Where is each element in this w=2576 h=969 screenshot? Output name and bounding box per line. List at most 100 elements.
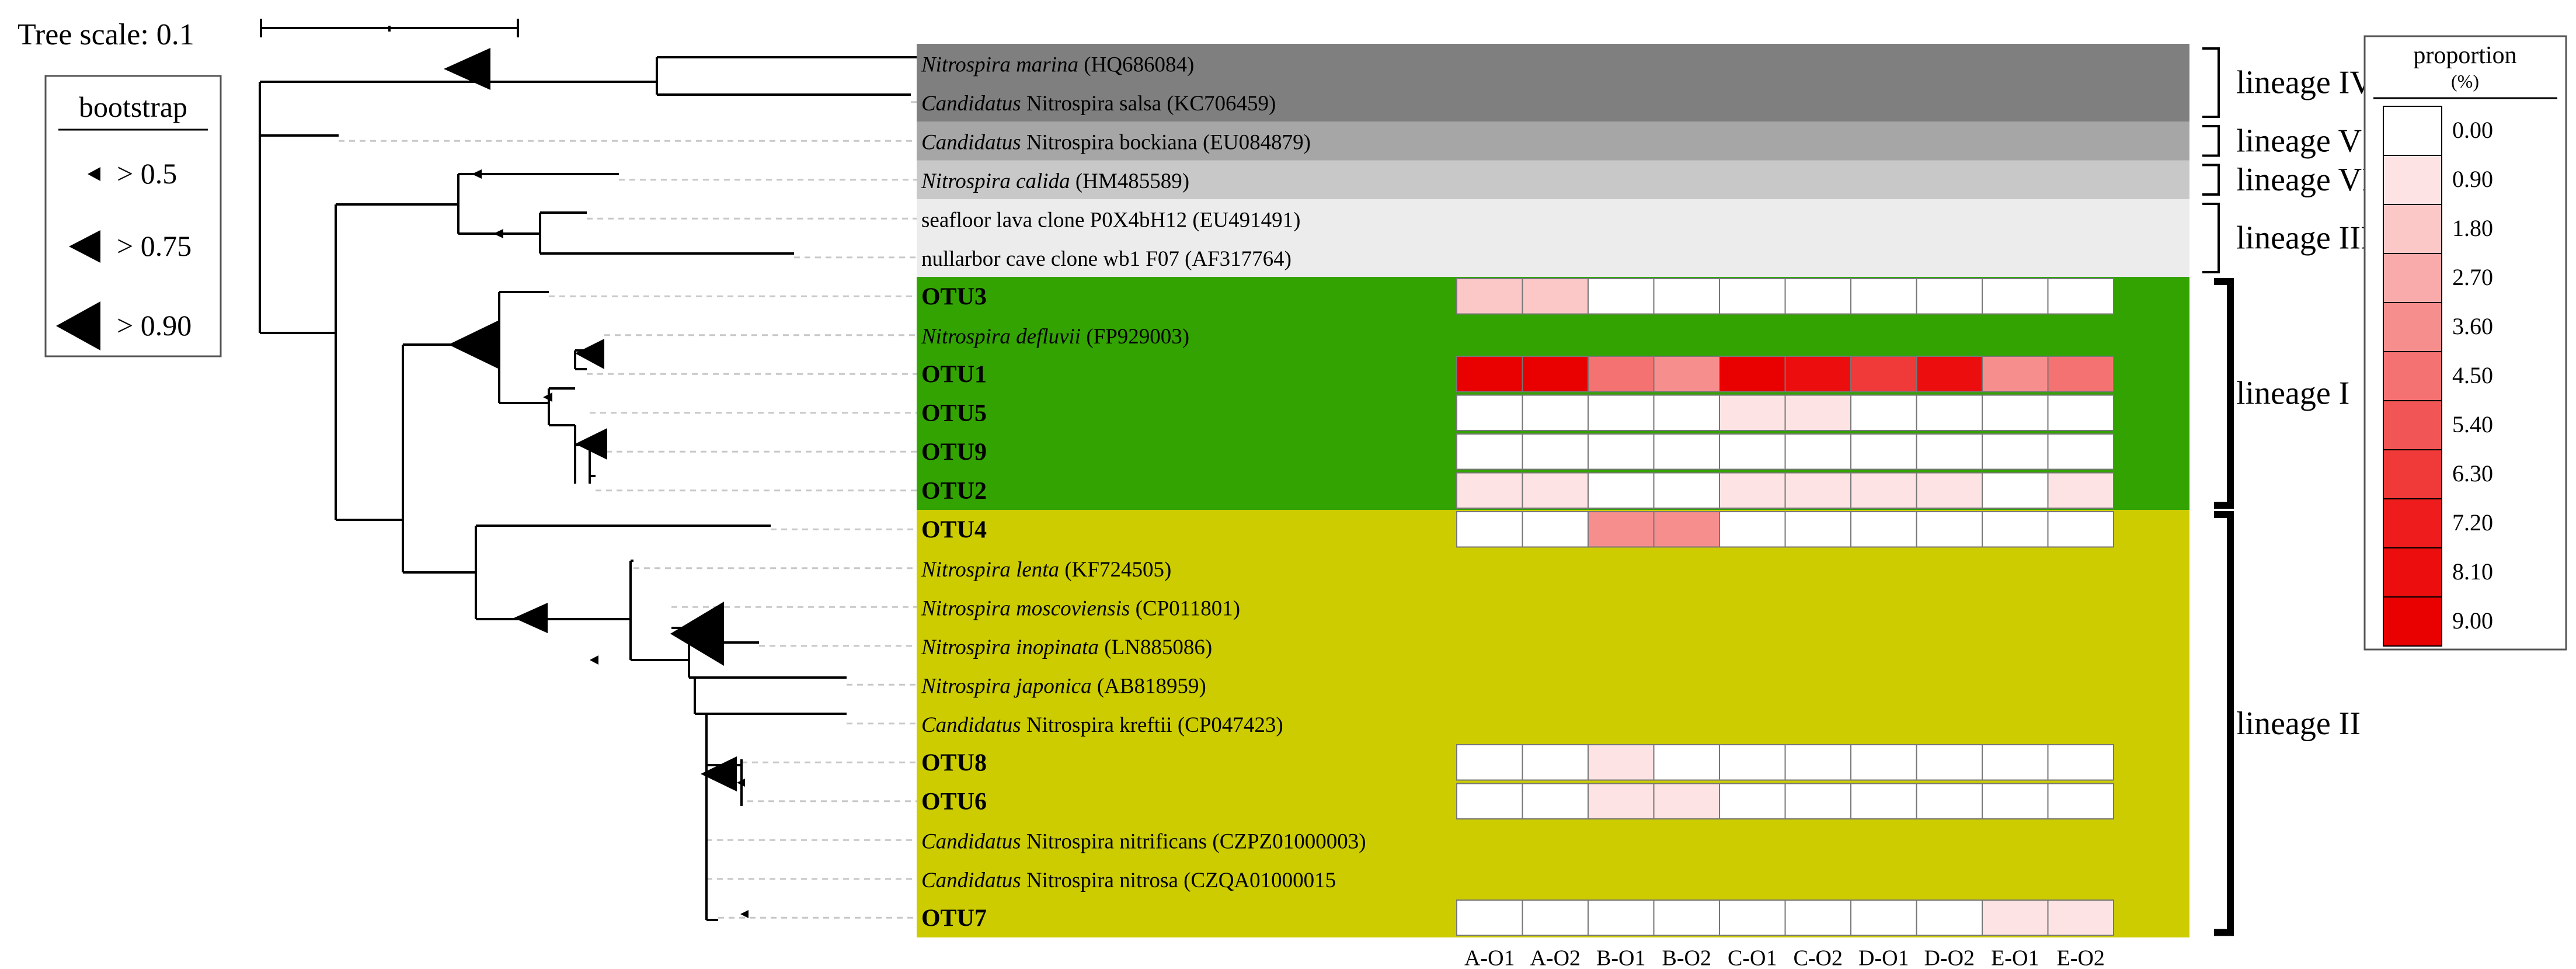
- taxon-labels: Nitrospira marina (HQ686084) Candidatus N…: [921, 53, 1366, 932]
- proportion-legend-label: 8.10: [2452, 558, 2493, 585]
- taxon-italic-name: Candidatus: [921, 829, 1021, 853]
- proportion-legend-swatch: [2383, 400, 2442, 450]
- heatmap-cell: [1784, 511, 1851, 548]
- taxon-plain-name: OTU6: [921, 789, 987, 815]
- taxon-plain-name: OTU5: [921, 400, 987, 427]
- taxon-label: Nitrospira lenta (KF724505): [921, 558, 1171, 582]
- heatmap-cell: [1850, 511, 1917, 548]
- taxon-label: Nitrospira defluvii (FP929003): [921, 325, 1189, 349]
- clade-band-row: [917, 160, 2189, 200]
- heatmap-cell: [1982, 278, 2049, 315]
- heatmap-cell: [1456, 899, 1523, 936]
- proportion-legend-label: 0.90: [2452, 166, 2493, 192]
- heatmap-cell: [1784, 744, 1851, 781]
- heatmap-cell: [1982, 783, 2049, 819]
- bootstrap-small-triangle: [740, 910, 749, 918]
- heatmap-cell: [2047, 783, 2114, 819]
- proportion-legend-label: 7.20: [2452, 509, 2493, 536]
- heatmap-cell: [1456, 511, 1523, 548]
- bootstrap-medium-triangle: [575, 339, 604, 369]
- bootstrap-small-triangle: [590, 655, 598, 665]
- taxon-italic-name: Candidatus: [921, 130, 1021, 154]
- proportion-legend: proportion (%) 0.00 0.90 1.80 2.70 3.60 4.50 5…: [2363, 35, 2567, 651]
- heatmap-cell: [1588, 899, 1655, 936]
- tree-scale: Tree scale: 0.1: [18, 18, 519, 51]
- clade-band-row: [917, 704, 2189, 744]
- lineage-label: lineage V: [2236, 123, 2362, 159]
- taxon-label: Nitrospira marina (HQ686084): [921, 53, 1194, 77]
- heatmap-cell: [1784, 783, 1851, 819]
- heatmap-cell: [1588, 433, 1655, 470]
- proportion-legend-swatch: [2383, 204, 2442, 254]
- heatmap-column-label: A-O2: [1530, 946, 1581, 967]
- taxon-italic-name: Candidatus: [921, 92, 1021, 116]
- heatmap-cell: [1456, 278, 1523, 315]
- heatmap-cell: [1982, 394, 2049, 431]
- heatmap-cell: [2047, 899, 2114, 936]
- clade-band-row: [917, 821, 2189, 860]
- taxon-plain-name: Nitrospira bockiana (EU084879): [1021, 130, 1311, 154]
- heatmap-cell: [1916, 783, 1983, 819]
- heatmap-cell: [1719, 783, 1786, 819]
- clade-band-row: [917, 548, 2189, 588]
- bootstrap-small-triangle: [543, 393, 552, 402]
- taxon-italic-name: Candidatus: [921, 713, 1021, 737]
- taxon-plain-name: OTU3: [921, 283, 987, 310]
- taxon-plain-name: (AB818959): [1092, 674, 1206, 698]
- taxon-plain-name: (HQ686084): [1078, 53, 1194, 77]
- heatmap-column-label: D-O2: [1924, 946, 1975, 967]
- taxon-plain-name: nullarbor cave clone wb1 F07 (AF317764): [921, 247, 1292, 271]
- bootstrap-medium-label: > 0.75: [117, 230, 192, 262]
- heatmap-cell: [1916, 356, 1983, 393]
- bootstrap-large-label: > 0.90: [117, 309, 192, 342]
- taxon-label: nullarbor cave clone wb1 F07 (AF317764): [921, 247, 1292, 271]
- heatmap-cell: [1982, 472, 2049, 509]
- taxon-italic-name: Candidatus: [921, 869, 1021, 892]
- heatmap-cell: [1719, 899, 1786, 936]
- taxon-plain-name: (CP011801): [1130, 596, 1240, 620]
- heatmap-cell: [1719, 394, 1786, 431]
- otu-label: OTU3: [921, 283, 987, 310]
- proportion-legend-swatch: [2383, 498, 2442, 548]
- otu-label: OTU8: [921, 749, 987, 776]
- otu-label: OTU2: [921, 478, 987, 505]
- taxon-label: Nitrospira japonica (AB818959): [921, 674, 1206, 698]
- taxon-plain-name: seafloor lava clone P0X4bH12 (EU491491): [921, 208, 1300, 232]
- heatmap-column-label: E-O1: [1991, 946, 2039, 967]
- proportion-legend-label: 0.00: [2452, 117, 2493, 143]
- heatmap-cell: [2047, 511, 2114, 548]
- heatmap-cell: [1916, 394, 1983, 431]
- heatmap-cell: [1522, 511, 1589, 548]
- heatmap-cell: [1522, 433, 1589, 470]
- tree-scale-label: Tree scale: 0.1: [18, 18, 194, 51]
- lineage-bracket: [2214, 511, 2234, 936]
- heatmap-column-labels: A-O1 A-O2 B-O1 B-O2 C-O1 C-O2 D-O1 D-O2 E-O1 E-O2: [1464, 946, 2105, 969]
- heatmap-cell: [2047, 394, 2114, 431]
- phylogenetic-tree: [259, 56, 917, 921]
- heatmap-cell: [1522, 744, 1589, 781]
- proportion-legend-swatch: [2383, 302, 2442, 352]
- clade-band-row: [917, 588, 2189, 627]
- heatmap-cell: [1784, 356, 1851, 393]
- taxon-plain-name: OTU8: [921, 749, 987, 776]
- heatmap-cell: [1456, 783, 1523, 819]
- heatmap-cell: [1522, 278, 1589, 315]
- heatmap-cell: [1982, 433, 2049, 470]
- bootstrap-small-triangle: [493, 229, 503, 238]
- proportion-heatmap: [1456, 278, 2114, 936]
- proportion-legend-label: 1.80: [2452, 215, 2493, 241]
- otu-label: OTU5: [921, 400, 987, 427]
- taxon-plain-name: OTU1: [921, 361, 987, 388]
- proportion-legend-label: 5.40: [2452, 411, 2493, 437]
- proportion-legend-swatch: [2383, 155, 2442, 205]
- taxon-plain-name: OTU2: [921, 478, 987, 505]
- taxon-plain-name: Nitrospira nitrosa (CZQA01000015: [1021, 869, 1336, 892]
- heatmap-cell: [1719, 472, 1786, 509]
- taxon-label: Candidatus Nitrospira salsa (KC706459): [921, 92, 1276, 116]
- bootstrap-medium-triangle: [69, 230, 100, 263]
- heatmap-cell: [1916, 433, 1983, 470]
- heatmap-cell: [1916, 472, 1983, 509]
- taxon-plain-name: (KF724505): [1059, 558, 1171, 582]
